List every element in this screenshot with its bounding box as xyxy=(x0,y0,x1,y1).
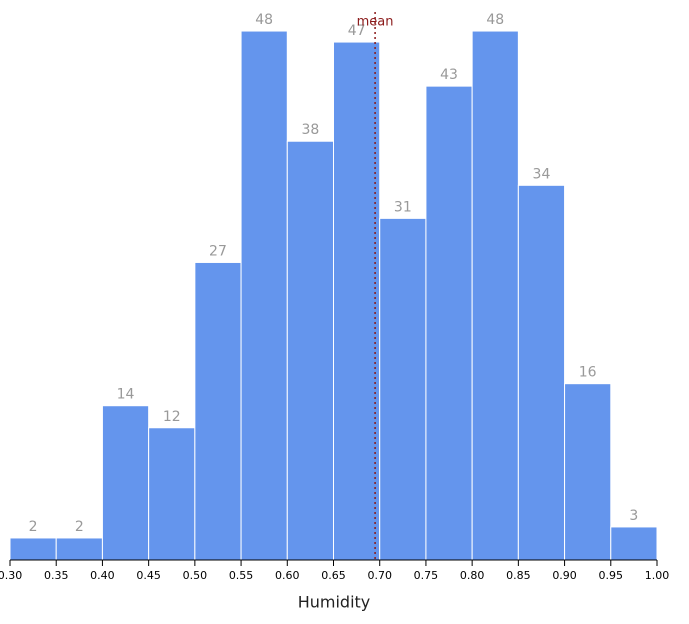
bar xyxy=(425,85,473,561)
value-label: 12 xyxy=(163,409,181,425)
bar xyxy=(286,140,334,561)
x-tick-label: 0.30 xyxy=(0,569,22,582)
value-label: 3 xyxy=(629,508,638,524)
x-tick-label: 0.40 xyxy=(90,569,115,582)
value-label: 2 xyxy=(75,519,84,535)
bar xyxy=(9,537,57,561)
x-tick-label: 0.35 xyxy=(44,569,69,582)
value-label: 47 xyxy=(348,23,366,39)
value-label: 43 xyxy=(440,67,458,83)
x-tick-label: 0.45 xyxy=(136,569,161,582)
value-label: 34 xyxy=(533,166,551,182)
x-axis-title: Humidity xyxy=(298,593,371,612)
x-tick-label: 0.95 xyxy=(599,569,624,582)
x-tick-label: 0.75 xyxy=(414,569,439,582)
value-label: 38 xyxy=(301,122,319,138)
bar xyxy=(610,526,658,561)
bar xyxy=(379,217,427,561)
bar xyxy=(564,383,612,561)
bar xyxy=(517,184,566,561)
value-label: 48 xyxy=(486,12,504,28)
value-label: 31 xyxy=(394,199,412,215)
x-tick-label: 0.85 xyxy=(506,569,531,582)
bar xyxy=(101,405,150,561)
bar xyxy=(240,30,288,561)
x-tick-label: 0.70 xyxy=(367,569,392,582)
value-label: 27 xyxy=(209,243,227,259)
value-label: 48 xyxy=(255,12,273,28)
x-tick-label: 1.00 xyxy=(645,569,670,582)
bar xyxy=(333,41,381,561)
bar xyxy=(471,30,519,561)
value-label: 2 xyxy=(29,519,38,535)
x-tick-label: 0.80 xyxy=(460,569,485,582)
value-label: 16 xyxy=(579,365,597,381)
x-tick-label: 0.65 xyxy=(321,569,346,582)
bar xyxy=(148,427,196,561)
value-label: 14 xyxy=(117,387,135,403)
x-tick-label: 0.60 xyxy=(275,569,300,582)
bar xyxy=(55,537,103,561)
mean-label: mean xyxy=(357,15,394,30)
x-tick-label: 0.90 xyxy=(552,569,577,582)
x-tick-label: 0.55 xyxy=(229,569,254,582)
bar xyxy=(194,261,242,561)
x-tick-label: 0.50 xyxy=(183,569,208,582)
